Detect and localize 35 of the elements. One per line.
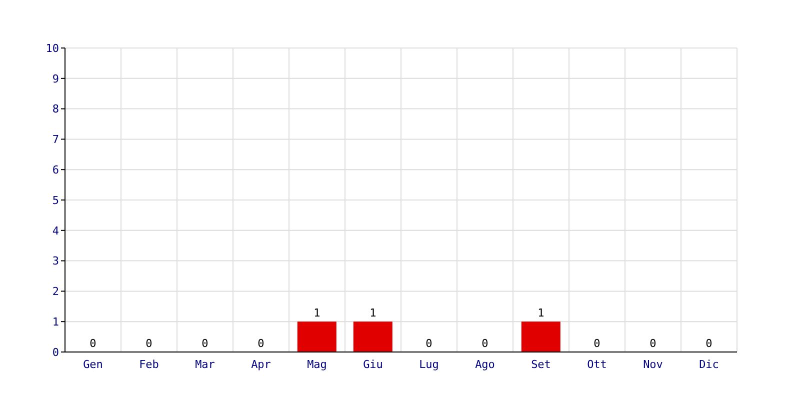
data-label: 0 (706, 337, 712, 350)
x-tick-label: Gen (83, 358, 103, 371)
x-tick-label: Mar (195, 358, 216, 371)
data-label: 1 (314, 306, 320, 320)
data-label: 0 (650, 337, 656, 350)
y-tick-label: 7 (52, 133, 59, 146)
x-tick-label: Ago (475, 358, 495, 371)
y-tick-label: 6 (52, 164, 59, 177)
y-tick-label: 4 (52, 224, 60, 238)
x-tick-label: Giu (363, 358, 383, 371)
x-tick-label: Set (531, 358, 551, 371)
x-tick-label: Ott (587, 358, 607, 371)
data-label: 0 (258, 337, 264, 350)
x-tick-label: Nov (643, 358, 664, 371)
data-label: 0 (426, 337, 432, 350)
data-label: 1 (370, 306, 376, 320)
x-tick-label: Lug (419, 358, 439, 371)
data-label: 0 (146, 337, 152, 350)
x-tick-label: Dic (699, 358, 719, 371)
x-tick-label: Apr (251, 358, 272, 371)
y-tick-label: 9 (52, 72, 59, 86)
y-tick-label: 1 (52, 316, 59, 329)
data-label: 0 (202, 337, 208, 350)
y-tick-label: 10 (46, 42, 59, 55)
y-tick-label: 5 (52, 194, 59, 207)
y-tick-label: 2 (52, 285, 59, 298)
data-label: 1 (538, 306, 544, 320)
x-tick-label: Feb (139, 358, 159, 371)
y-tick-label: 0 (52, 346, 59, 359)
y-tick-label: 8 (52, 102, 59, 116)
data-label: 0 (90, 337, 96, 350)
y-tick-label: 3 (52, 254, 59, 268)
data-label: 0 (482, 337, 488, 350)
x-tick-label: Mag (307, 358, 327, 371)
data-label: 0 (594, 337, 600, 350)
